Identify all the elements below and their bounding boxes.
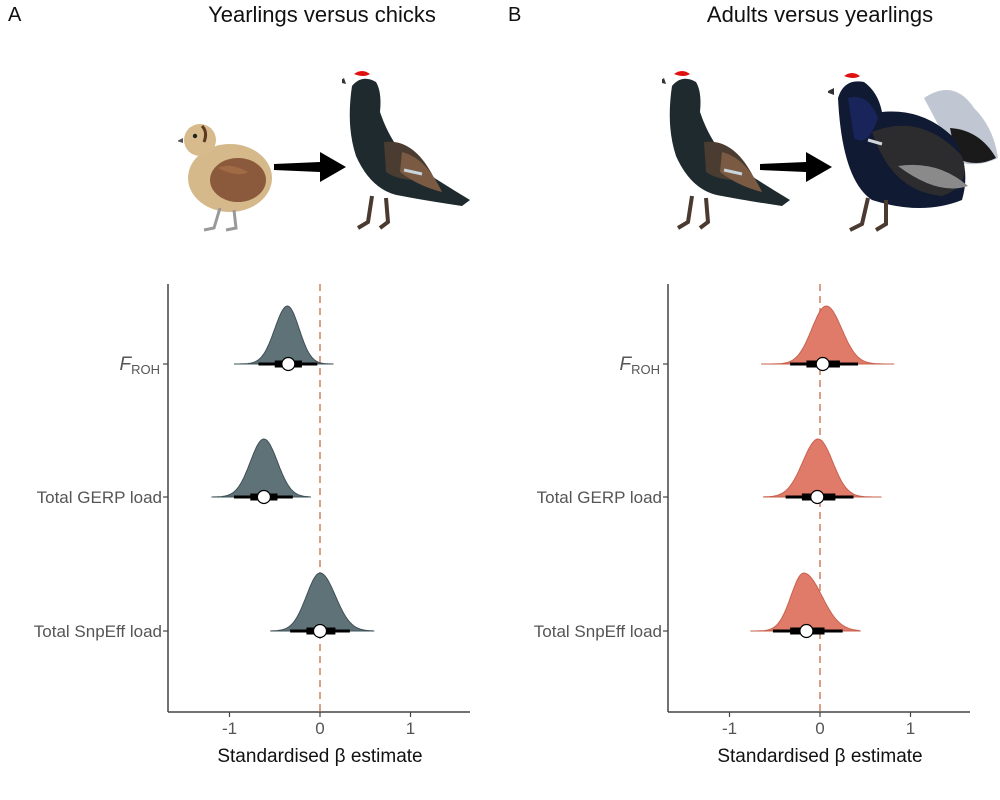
posterior-density-2 [270, 572, 375, 632]
posterior-density-1 [211, 438, 311, 498]
x-tick-label: 1 [406, 719, 415, 738]
panel-b-plot: -1 0 1 FROH Total GERP load Total SnpEff l… [534, 284, 970, 767]
median-point-2 [312, 623, 328, 639]
adult-bird-icon [828, 73, 998, 232]
x-axis-title: Standardised β estimate [217, 746, 422, 767]
panel-b-letter: B [508, 4, 522, 26]
x-axis-title: Standardised β estimate [717, 746, 922, 767]
yearling-bird-icon [662, 71, 790, 230]
chick-bird-icon [178, 124, 272, 232]
panel-a-title: Yearlings versus chicks [208, 2, 436, 27]
category-label-snpeff: Total SnpEff load [534, 622, 662, 641]
arrow-right-icon [760, 152, 832, 182]
median-point-2 [799, 623, 814, 639]
median-point-0 [815, 356, 830, 372]
arrow-right-icon [274, 152, 346, 182]
x-tick-label: -1 [222, 719, 237, 738]
posterior-density-2 [750, 572, 861, 632]
category-label-froh: FROH [620, 354, 661, 377]
category-label-gerp: Total GERP load [537, 488, 662, 507]
x-tick-label: -1 [722, 719, 737, 738]
posterior-density-0 [234, 305, 334, 365]
median-point-1 [810, 489, 825, 505]
panel-a-plot: -1 0 1 FROH Total GERP load Total SnpEff l… [34, 284, 470, 767]
category-label-froh: FROH [120, 354, 161, 377]
category-label-gerp: Total GERP load [37, 488, 162, 507]
posterior-density-0 [761, 305, 895, 365]
median-point-0 [281, 356, 296, 372]
panel-b-title: Adults versus yearlings [706, 2, 934, 27]
category-label-snpeff: Total SnpEff load [34, 622, 162, 641]
x-tick-label: 1 [906, 719, 915, 738]
yearling-bird-icon [342, 71, 470, 230]
x-tick-label: 0 [815, 719, 824, 738]
x-tick-label: 0 [315, 719, 324, 738]
median-point-1 [256, 489, 271, 505]
posterior-density-1 [762, 438, 882, 498]
panel-a-letter: A [8, 4, 22, 26]
